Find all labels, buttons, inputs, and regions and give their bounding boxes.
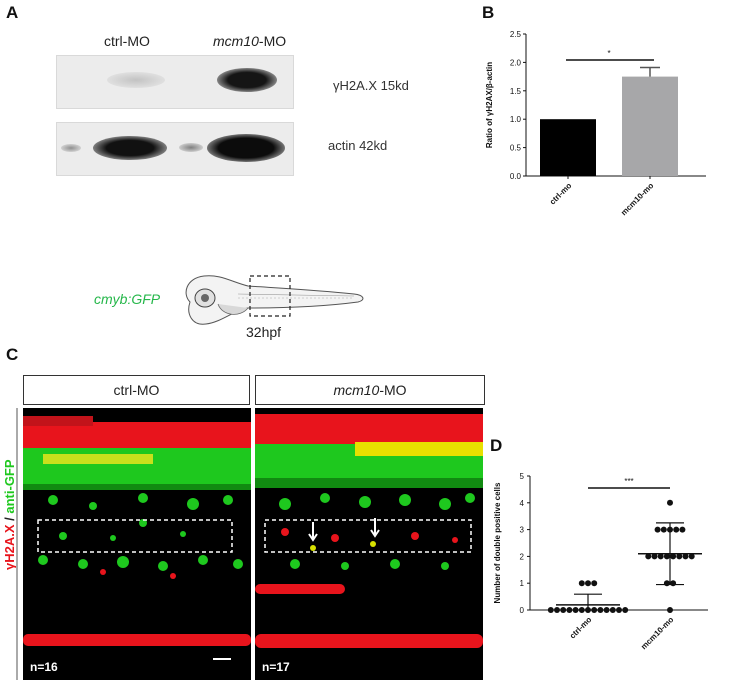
d-point <box>673 526 680 533</box>
d-point <box>547 607 554 613</box>
b-bar <box>540 119 596 176</box>
d-point <box>670 553 677 560</box>
ylabel-red: γH2A.X <box>2 524 17 570</box>
d-ylabel: Number of double positive cells <box>493 482 502 603</box>
d-point <box>591 580 598 587</box>
band-actin-mcm10 <box>207 134 285 162</box>
micro-image-mcm10 <box>255 408 483 680</box>
d-point <box>578 580 585 587</box>
d-point <box>657 553 664 560</box>
d-point <box>603 607 610 613</box>
header-mcm10-gene: mcm10 <box>333 382 380 398</box>
d-point <box>682 553 689 560</box>
d-xtick-label: mcm10-mo <box>639 615 675 651</box>
embryo-stage: 32hpf <box>246 324 282 340</box>
ylabel-sep: / <box>2 513 17 525</box>
d-point <box>616 607 622 613</box>
b-xtick-label: ctrl-mo <box>548 181 574 207</box>
embryo-illustration <box>185 275 364 325</box>
d-ytick-label: 3 <box>520 526 525 535</box>
b-ytick-label: 2.5 <box>510 30 522 39</box>
d-point <box>566 607 573 613</box>
panel-b-chart: 0.0 0.5 1.0 1.5 2.0 2.5 Ratio of γH2AX/β-actin… <box>485 30 706 217</box>
d-point <box>645 553 652 560</box>
n-label-ctrl: n=16 <box>30 660 58 674</box>
d-point <box>660 526 667 533</box>
header-mcm10-suffix: -MO <box>379 382 407 398</box>
b-bar <box>622 76 678 176</box>
ylabel-green: anti-GFP <box>2 459 17 514</box>
d-point <box>651 553 658 560</box>
d-point <box>585 580 591 587</box>
panel-b-letter: B <box>482 3 495 22</box>
micro-bracket <box>16 408 18 680</box>
label-actin: actin 42kd <box>328 138 388 153</box>
n-label-mcm10: n=17 <box>262 660 290 674</box>
d-point <box>609 607 616 613</box>
d-point <box>554 607 560 613</box>
b-ytick-label: 0.5 <box>510 144 522 153</box>
d-point <box>663 553 670 560</box>
band-actin-faint-2 <box>179 143 203 152</box>
d-ytick-label: 0 <box>520 606 525 615</box>
d-significance-stars: *** <box>624 477 633 486</box>
b-ytick-label: 2.0 <box>510 58 522 67</box>
d-point <box>560 607 567 613</box>
d-point <box>676 553 683 560</box>
lane-label-mcm10-gene: mcm10 <box>213 33 259 49</box>
embryo-label: cmyb:GFP <box>94 291 161 307</box>
d-ytick-label: 1 <box>520 579 525 588</box>
b-ytick-label: 1.5 <box>510 87 522 96</box>
d-point <box>667 499 673 506</box>
d-ytick-label: 4 <box>520 499 525 508</box>
b-ytick-label: 1.0 <box>510 115 522 124</box>
d-point <box>670 580 677 587</box>
d-point <box>688 553 695 560</box>
d-point <box>679 526 686 533</box>
d-point <box>663 580 670 587</box>
band-actin-faint-1 <box>61 144 81 152</box>
micro-image-ctrl <box>23 408 251 680</box>
panel-c-letter: C <box>6 345 19 364</box>
header-mcm10: mcm10 -MO <box>255 375 485 405</box>
d-point <box>622 607 629 613</box>
b-xtick-label: mcm10-mo <box>619 181 655 217</box>
band-h2ax-ctrl <box>107 72 165 88</box>
b-ylabel: Ratio of γH2AX/β-actin <box>485 62 494 148</box>
d-point <box>654 526 661 533</box>
panel-d-letter: D <box>490 436 503 455</box>
d-ytick-label: 2 <box>520 552 525 561</box>
band-actin-ctrl <box>93 136 167 160</box>
blot-h2ax <box>56 55 294 109</box>
b-ytick-label: 0.0 <box>510 172 522 181</box>
d-xtick-label: ctrl-mo <box>568 615 594 641</box>
d-ytick-label: 5 <box>520 472 525 481</box>
lane-label-mcm10: mcm10-MO <box>213 33 286 49</box>
lane-label-ctrl: ctrl-MO <box>104 33 150 49</box>
blot-actin <box>56 122 294 176</box>
b-significance-star: * <box>607 49 610 58</box>
panel-a-letter: A <box>6 3 19 22</box>
lane-label-mcm10-suffix: -MO <box>258 33 287 49</box>
panel-d-chart: 0 1 2 3 4 5 Number of double positive cells ctr… <box>493 472 708 651</box>
band-h2ax-mcm10 <box>217 68 277 92</box>
label-h2ax: γH2A.X 15kd <box>333 78 409 93</box>
header-ctrl: ctrl-MO <box>23 375 250 405</box>
